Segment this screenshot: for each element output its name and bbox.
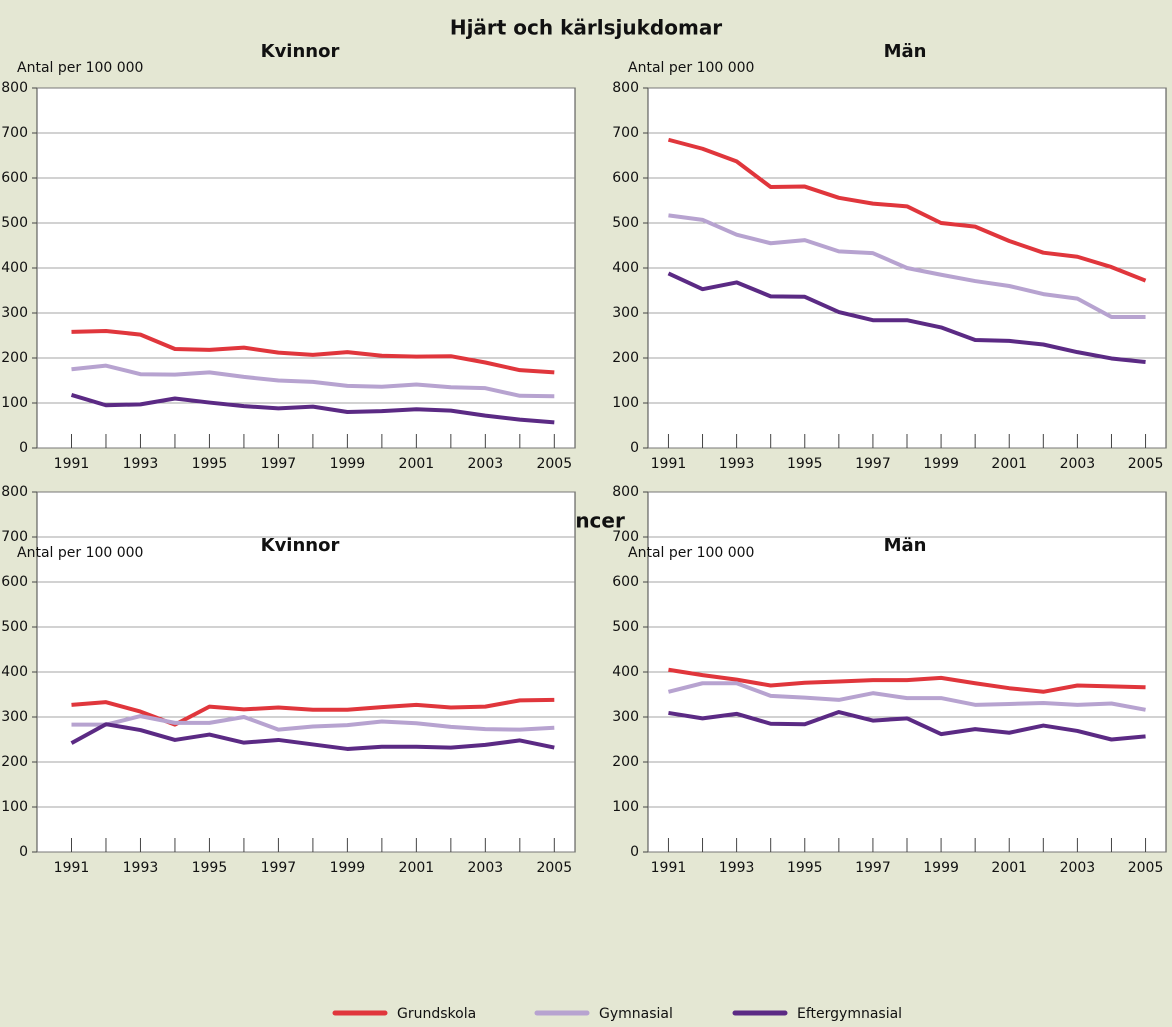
- x-tick-label: 1993: [123, 456, 159, 472]
- data-line: [71, 714, 555, 732]
- y-tick-label: 700: [612, 125, 639, 141]
- chart-title: Män: [884, 41, 927, 62]
- data-line: [71, 697, 555, 727]
- x-tick-label: 2001: [991, 456, 1027, 472]
- data-line: [71, 363, 555, 399]
- chart-title: Kvinnor: [261, 535, 340, 556]
- data-line: [668, 710, 1146, 742]
- y-tick-label: 500: [612, 619, 639, 635]
- x-tick-label: 1993: [719, 456, 755, 472]
- y-tick-label: 800: [612, 484, 639, 500]
- x-tick-label: 1997: [855, 456, 891, 472]
- x-tick-label: 1991: [54, 860, 90, 876]
- y-tick-label: 700: [612, 529, 639, 545]
- y-tick-label: 600: [1, 574, 28, 590]
- data-line: [667, 271, 1146, 365]
- y-tick-label: 800: [1, 484, 28, 500]
- x-tick-label: 2003: [468, 860, 504, 876]
- y-axis-label: Antal per 100 000: [17, 545, 143, 561]
- x-tick-label: 2003: [468, 456, 504, 472]
- y-tick-label: 800: [612, 80, 639, 96]
- y-tick-label: 400: [612, 664, 639, 680]
- y-tick-label: 600: [612, 170, 639, 186]
- y-axis-label: Antal per 100 000: [628, 60, 754, 76]
- y-tick-label: 700: [1, 125, 28, 141]
- y-tick-label: 400: [612, 260, 639, 276]
- legend-label: Gymnasial: [599, 1006, 673, 1022]
- x-tick-label: 2001: [399, 456, 435, 472]
- chart-title: Män: [884, 535, 927, 556]
- y-tick-label: 0: [19, 440, 28, 456]
- y-tick-label: 700: [1, 529, 28, 545]
- y-tick-label: 300: [612, 709, 639, 725]
- y-tick-label: 200: [612, 350, 639, 366]
- y-axis-label: Antal per 100 000: [17, 60, 143, 76]
- x-tick-label: 1995: [787, 456, 823, 472]
- x-tick-label: 1997: [855, 860, 891, 876]
- x-tick-label: 1999: [923, 456, 959, 472]
- legend-label: Eftergymnasial: [797, 1006, 902, 1022]
- x-tick-label: 1997: [261, 456, 297, 472]
- x-tick-label: 1995: [787, 860, 823, 876]
- y-tick-label: 400: [1, 664, 28, 680]
- x-tick-label: 1997: [261, 860, 297, 876]
- section-title: Hjärt och kärlsjukdomar: [450, 16, 722, 40]
- y-tick-label: 100: [1, 395, 28, 411]
- data-line: [71, 329, 555, 375]
- data-line: [668, 667, 1146, 694]
- x-tick-label: 1991: [651, 456, 687, 472]
- y-tick-label: 0: [630, 844, 639, 860]
- y-tick-label: 400: [1, 260, 28, 276]
- x-tick-label: 1999: [330, 456, 366, 472]
- data-line: [70, 392, 555, 425]
- y-tick-label: 500: [1, 215, 28, 231]
- x-tick-label: 2001: [991, 860, 1027, 876]
- y-tick-label: 600: [612, 574, 639, 590]
- x-tick-label: 2003: [1060, 456, 1096, 472]
- x-tick-label: 1993: [123, 860, 159, 876]
- legend-label: Grundskola: [397, 1006, 476, 1022]
- x-tick-label: 2005: [1128, 456, 1164, 472]
- y-tick-label: 600: [1, 170, 28, 186]
- x-tick-label: 1999: [330, 860, 366, 876]
- data-line: [70, 722, 555, 751]
- x-tick-label: 2005: [536, 860, 572, 876]
- x-tick-label: 2001: [399, 860, 435, 876]
- y-axis-label: Antal per 100 000: [628, 545, 754, 561]
- y-tick-label: 300: [612, 305, 639, 321]
- chart-title: Kvinnor: [261, 41, 340, 62]
- x-tick-label: 2005: [536, 456, 572, 472]
- x-tick-label: 2003: [1060, 860, 1096, 876]
- x-tick-label: 1995: [192, 860, 228, 876]
- data-line: [667, 681, 1146, 712]
- data-line: [668, 213, 1146, 320]
- y-tick-label: 100: [612, 395, 639, 411]
- x-tick-label: 1993: [719, 860, 755, 876]
- y-tick-label: 0: [19, 844, 28, 860]
- y-tick-label: 200: [1, 754, 28, 770]
- y-tick-label: 500: [612, 215, 639, 231]
- y-tick-label: 0: [630, 440, 639, 456]
- x-tick-label: 1995: [192, 456, 228, 472]
- y-tick-label: 200: [612, 754, 639, 770]
- x-tick-label: 1991: [651, 860, 687, 876]
- y-tick-label: 100: [612, 799, 639, 815]
- y-tick-label: 300: [1, 305, 28, 321]
- y-tick-label: 800: [1, 80, 28, 96]
- y-tick-label: 300: [1, 709, 28, 725]
- y-tick-label: 500: [1, 619, 28, 635]
- y-tick-label: 100: [1, 799, 28, 815]
- x-tick-label: 2005: [1128, 860, 1164, 876]
- x-tick-label: 1999: [923, 860, 959, 876]
- y-tick-label: 200: [1, 350, 28, 366]
- x-tick-label: 1991: [54, 456, 90, 472]
- data-line: [667, 137, 1147, 283]
